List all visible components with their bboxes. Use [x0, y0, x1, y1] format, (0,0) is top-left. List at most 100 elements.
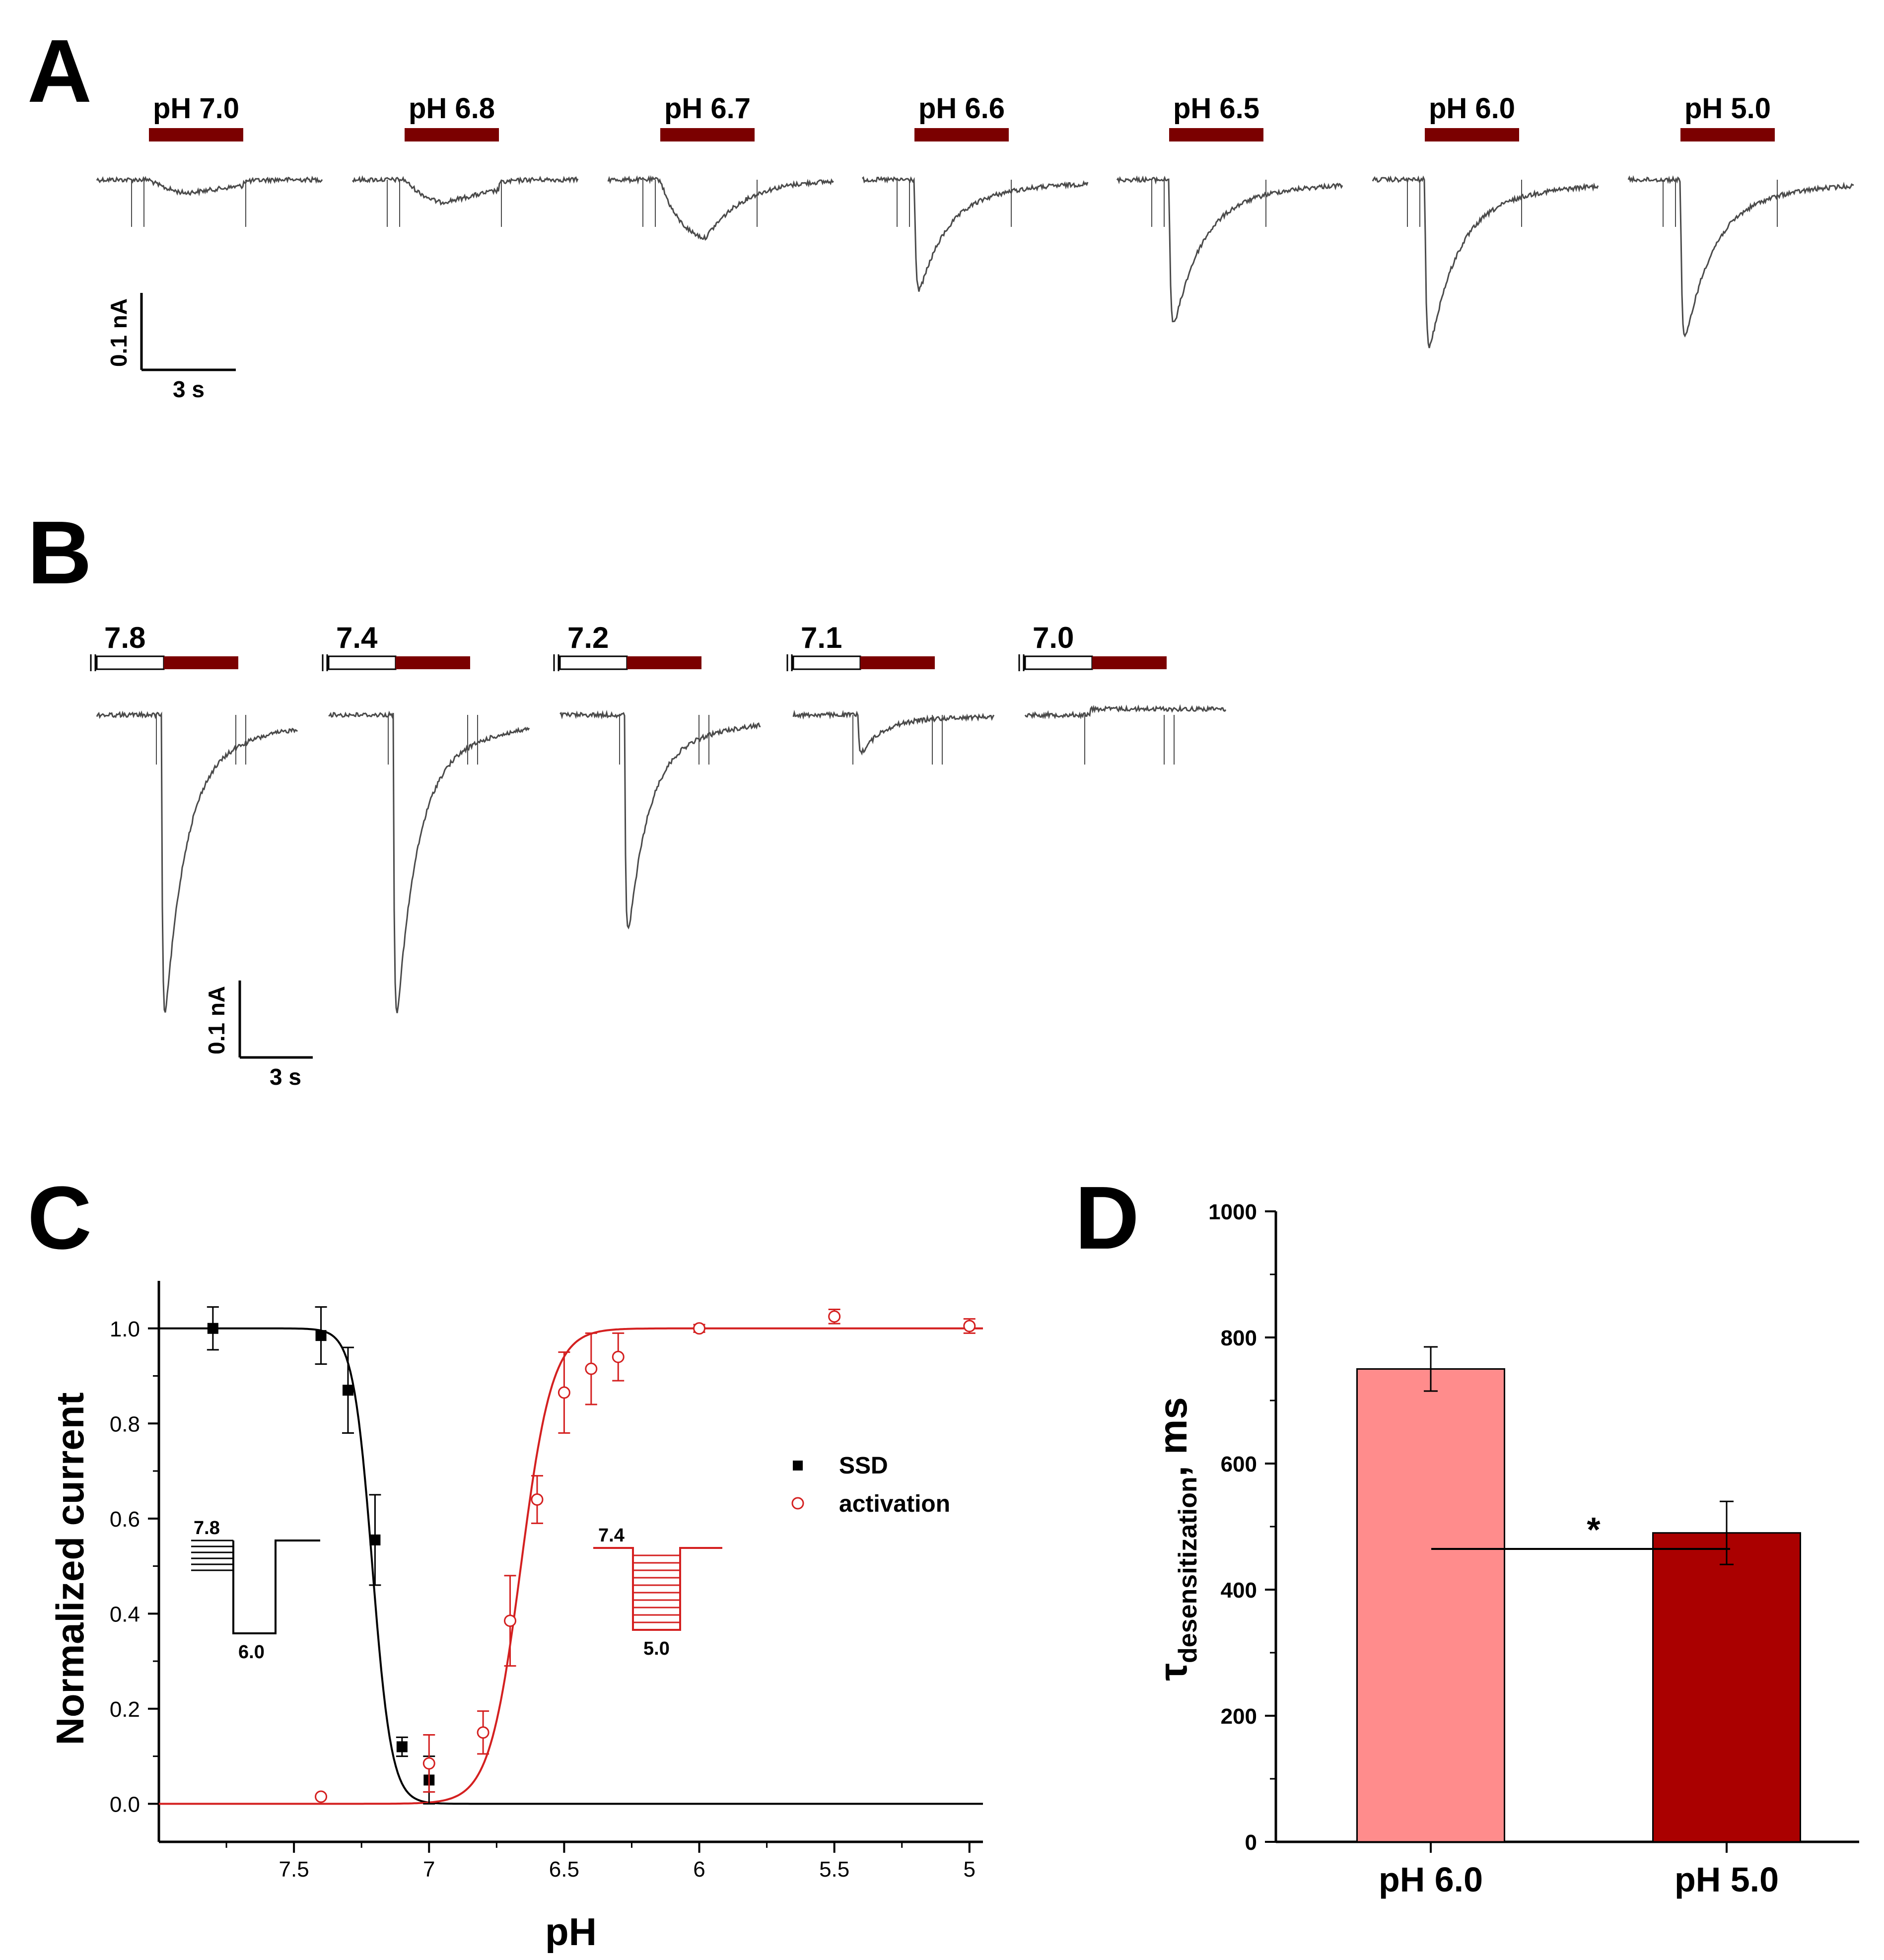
inset-activation-conditioning: 7.4: [598, 1525, 625, 1546]
c-xtick-label: 5.5: [819, 1857, 849, 1882]
trace-a-label: pH 6.5: [1173, 92, 1259, 125]
trace-a-current: [861, 176, 1089, 292]
trace-a-stimulus-bar: [1169, 128, 1263, 141]
c-fit-ssd: [159, 1327, 983, 1805]
c-ytick-label: 1.0: [110, 1317, 140, 1341]
c-point-activation: [504, 1614, 517, 1627]
panel-label-b: B: [27, 503, 92, 603]
d-ytick-label: 800: [1221, 1326, 1257, 1350]
trace-a-current: [96, 175, 323, 197]
c-point-activation: [828, 1310, 841, 1323]
trace-a-label: pH 6.8: [409, 92, 495, 125]
inset-ssd-test: 6.0: [238, 1642, 265, 1663]
trace-b-current: [328, 710, 530, 1013]
c-xtick-label: 5: [964, 1857, 976, 1882]
trace-a-label: pH 6.7: [664, 92, 751, 125]
c-fit-activation: [159, 1327, 983, 1805]
panel-b-scale-time: 3 s: [270, 1064, 301, 1090]
trace-a-current: [351, 175, 579, 206]
panel-d-chart: 0 200 400 600 800 1000 pH 6.0 pH 5.0 * τdesens…: [1151, 1200, 1859, 1899]
trace-b-conditioning-bar: [1024, 655, 1093, 670]
c-point-activation: [531, 1493, 544, 1506]
c-ytick-label: 0.6: [110, 1507, 140, 1532]
c-xtick-label: 6.5: [549, 1857, 579, 1882]
trace-b-stimulus-bar: [860, 656, 935, 669]
trace-b-label: 7.2: [567, 621, 609, 654]
d-ytick-label: 200: [1221, 1704, 1257, 1729]
c-xlabel: pH: [545, 1910, 597, 1954]
trace-a-current: [1372, 175, 1599, 349]
trace-a-stimulus-bar: [914, 128, 1009, 141]
c-point-ssd: [342, 1385, 353, 1396]
trace-b-conditioning-bar: [559, 655, 628, 670]
c-point-activation: [477, 1726, 489, 1739]
panel-a-scale-current: 0.1 nA: [106, 298, 132, 367]
c-point-ssd: [207, 1323, 218, 1334]
d-ticks: 0 200 400 600 800 1000: [1208, 1200, 1276, 1855]
legend-activation-marker: [791, 1497, 804, 1510]
inset-activation-protocol: 7.4 5.0: [593, 1525, 722, 1659]
panel-label-a: A: [27, 21, 92, 121]
inset-ssd-protocol: 7.8 6.0: [191, 1518, 320, 1663]
trace-b-label: 7.1: [801, 621, 842, 654]
d-ylabel-symbol: τ: [1151, 1663, 1195, 1681]
legend-activation-label: activation: [839, 1491, 950, 1517]
legend-ssd-label: SSD: [839, 1453, 888, 1479]
inset-activation-test: 5.0: [643, 1638, 670, 1659]
c-xtick-label: 6: [693, 1857, 705, 1882]
d-category-label: pH 5.0: [1675, 1860, 1779, 1899]
trace-a-stimulus-bar: [660, 128, 755, 141]
c-point-activation: [558, 1386, 570, 1399]
d-significance: *: [1431, 1510, 1730, 1550]
trace-b-current: [1024, 704, 1227, 719]
legend-ssd-marker: [793, 1461, 803, 1470]
d-ytick-label: 400: [1221, 1578, 1257, 1603]
c-point-ssd: [315, 1330, 327, 1341]
c-point-ssd: [369, 1534, 381, 1545]
inset-ssd-conditioning: 7.8: [194, 1518, 220, 1539]
trace-b-stimulus-bar: [1092, 656, 1167, 669]
trace-a-label: pH 6.6: [918, 92, 1005, 125]
c-ticks: 7.5 7 6.5 6 5.5 5 0.0 0.2 0.4 0.6 0.8 1.0: [110, 1317, 976, 1882]
c-ylabel: Normalized current: [48, 1393, 92, 1746]
trace-a-current: [1627, 175, 1854, 338]
d-category-label: pH 6.0: [1379, 1860, 1483, 1899]
panel-label-d: D: [1075, 1168, 1139, 1268]
c-ytick-label: 0.4: [110, 1602, 140, 1626]
c-xtick-label: 7.5: [279, 1857, 309, 1882]
svg-text:τdesensitization, ms: τdesensitization, ms: [1151, 1397, 1202, 1680]
trace-b-current: [559, 709, 761, 930]
trace-b-conditioning-bar: [328, 655, 397, 670]
d-ylabel-unit: , ms: [1151, 1397, 1195, 1476]
d-ylabel: τdesensitization, ms: [1151, 1397, 1202, 1680]
c-point-activation: [422, 1757, 435, 1770]
d-ytick-label: 0: [1245, 1830, 1257, 1855]
trace-b-label: 7.8: [104, 621, 145, 654]
trace-a-stimulus-bar: [149, 128, 243, 141]
trace-a-stimulus-bar: [405, 128, 499, 141]
trace-a-label: pH 7.0: [153, 92, 239, 125]
c-ytick-label: 0.2: [110, 1697, 140, 1722]
c-point-activation: [585, 1362, 598, 1375]
panel-b-traces: 7.8 7.4 7.2 7.1 7.0: [90, 621, 1227, 1013]
d-ylabel-subscript: desensitization: [1174, 1476, 1202, 1663]
panel-a-scalebar: 0.1 nA 3 s: [106, 293, 236, 402]
panel-label-c: C: [27, 1168, 92, 1268]
c-points: [207, 1306, 976, 1805]
c-ytick-label: 0.8: [110, 1412, 140, 1436]
trace-a-stimulus-bar: [1680, 128, 1775, 141]
trace-b-stimulus-bar: [627, 656, 701, 669]
d-ytick-label: 600: [1221, 1452, 1257, 1476]
trace-a-current: [607, 175, 834, 241]
panel-a-traces: pH 7.0 pH 6.8 pH 6.7 pH 6.6 pH 6.5 pH 6.0 pH 5…: [96, 92, 1854, 349]
trace-a-stimulus-bar: [1425, 128, 1519, 141]
c-xtick-label: 7: [423, 1857, 435, 1882]
d-ytick-label: 1000: [1208, 1200, 1257, 1224]
trace-b-conditioning-bar: [96, 655, 165, 670]
trace-b-current: [96, 710, 298, 1013]
d-bar: [1652, 1532, 1801, 1843]
trace-b-stimulus-bar: [164, 656, 238, 669]
trace-a-label: pH 6.0: [1429, 92, 1515, 125]
c-ytick-label: 0.0: [110, 1792, 140, 1817]
c-point-activation: [612, 1350, 625, 1363]
